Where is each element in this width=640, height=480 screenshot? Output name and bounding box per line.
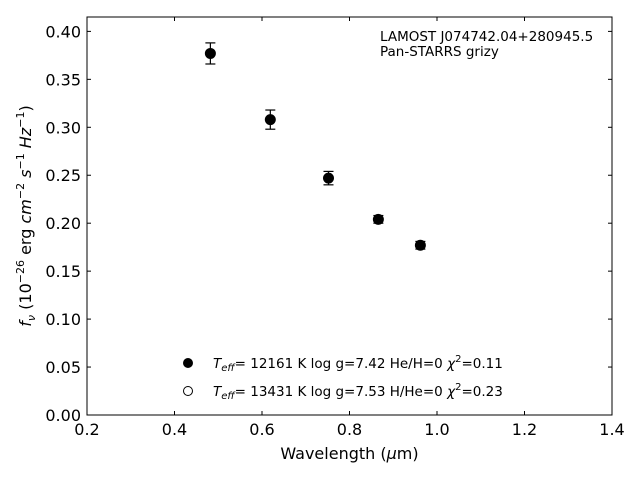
data-point xyxy=(323,173,334,184)
legend-entry: Teff= 13431 K log g=7.53 H/He=0 χ2=0.23 xyxy=(213,382,503,402)
x-tick-label: 0.8 xyxy=(337,420,362,439)
annotation-line: LAMOST J074742.04+280945.5 xyxy=(380,29,593,45)
data-point xyxy=(205,48,216,59)
y-tick-label: 0.30 xyxy=(45,118,81,137)
x-tick-label: 0.2 xyxy=(74,420,99,439)
y-tick-label: 0.10 xyxy=(45,310,81,329)
data-point xyxy=(415,240,426,251)
data-point xyxy=(265,114,276,125)
x-tick-label: 1.0 xyxy=(424,420,449,439)
x-tick-label: 1.4 xyxy=(599,420,624,439)
x-tick-label: 0.6 xyxy=(249,420,274,439)
y-tick-label: 0.35 xyxy=(45,70,81,89)
legend-entry: Teff= 12161 K log g=7.42 He/H=0 χ2=0.11 xyxy=(213,354,503,374)
y-tick-label: 0.15 xyxy=(45,262,81,281)
data-point xyxy=(373,214,384,225)
x-tick-label: 1.2 xyxy=(512,420,537,439)
legend-marker xyxy=(183,386,193,396)
annotation-line: Pan-STARRS grizy xyxy=(380,44,499,60)
y-tick-label: 0.05 xyxy=(45,358,81,377)
y-tick-label: 0.40 xyxy=(45,22,81,41)
x-axis-label: Wavelength (μm) xyxy=(280,444,418,463)
legend-marker xyxy=(183,358,193,368)
x-tick-label: 0.4 xyxy=(162,420,187,439)
y-axis-label: fν (10−26 erg cm−2 s−1 Hz−1) xyxy=(14,105,38,326)
y-tick-label: 0.25 xyxy=(45,166,81,185)
y-tick-label: 0.20 xyxy=(45,214,81,233)
y-tick-label: 0.00 xyxy=(45,406,81,425)
